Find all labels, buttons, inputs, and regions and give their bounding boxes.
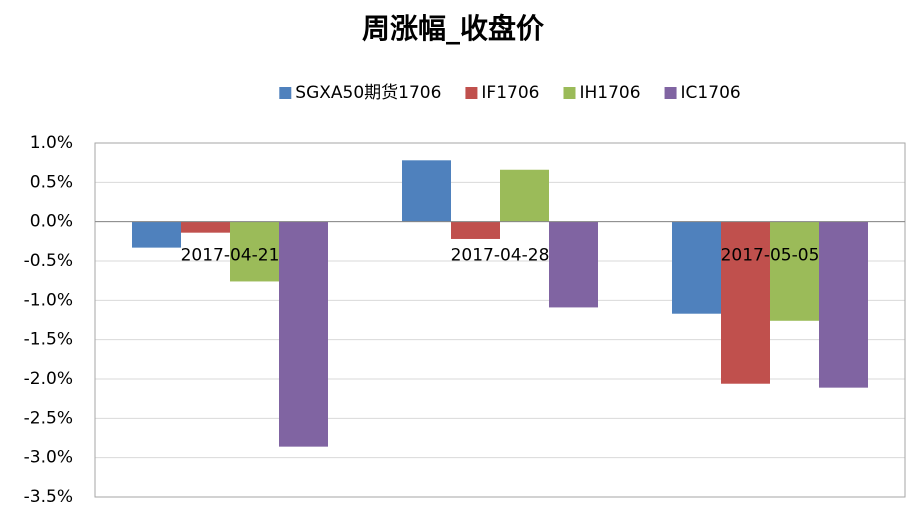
y-tick-label: -3.5% — [24, 487, 73, 507]
bar — [230, 221, 279, 282]
legend-label: IC1706 — [681, 83, 741, 103]
bar — [132, 221, 181, 248]
x-tick-label: 2017-04-21 — [181, 246, 280, 266]
y-tick-label: -2.0% — [24, 369, 73, 389]
bar — [279, 221, 328, 447]
y-tick-label: -0.5% — [24, 251, 73, 271]
legend-swatch — [465, 87, 478, 99]
legend-swatch — [279, 87, 292, 99]
legend-label: SGXA50期货1706 — [295, 83, 441, 103]
legend-label: IH1706 — [579, 83, 640, 103]
bar — [181, 221, 230, 233]
legend-swatch — [563, 87, 576, 99]
plot-border — [94, 142, 906, 498]
bar — [549, 221, 598, 308]
bar — [819, 221, 868, 388]
chart-title: 周涨幅_收盘价 — [362, 12, 545, 45]
y-tick-label: -3.0% — [24, 448, 73, 468]
x-tick-label: 2017-05-05 — [721, 246, 820, 266]
y-tick-label: 0.0% — [30, 212, 73, 232]
y-tick-label: 0.5% — [30, 172, 73, 192]
y-tick-label: -1.0% — [24, 290, 73, 310]
y-tick-label: 1.0% — [30, 133, 73, 153]
bar — [770, 221, 819, 321]
bar — [500, 169, 549, 222]
bar — [672, 221, 721, 314]
x-tick-label: 2017-04-28 — [451, 246, 550, 266]
legend-swatch — [664, 87, 677, 99]
bar — [451, 221, 500, 239]
legend-label: IF1706 — [481, 83, 539, 103]
y-tick-label: -1.5% — [24, 330, 73, 350]
bar — [402, 160, 451, 222]
y-tick-label: -2.5% — [24, 408, 73, 428]
bar — [721, 221, 770, 384]
